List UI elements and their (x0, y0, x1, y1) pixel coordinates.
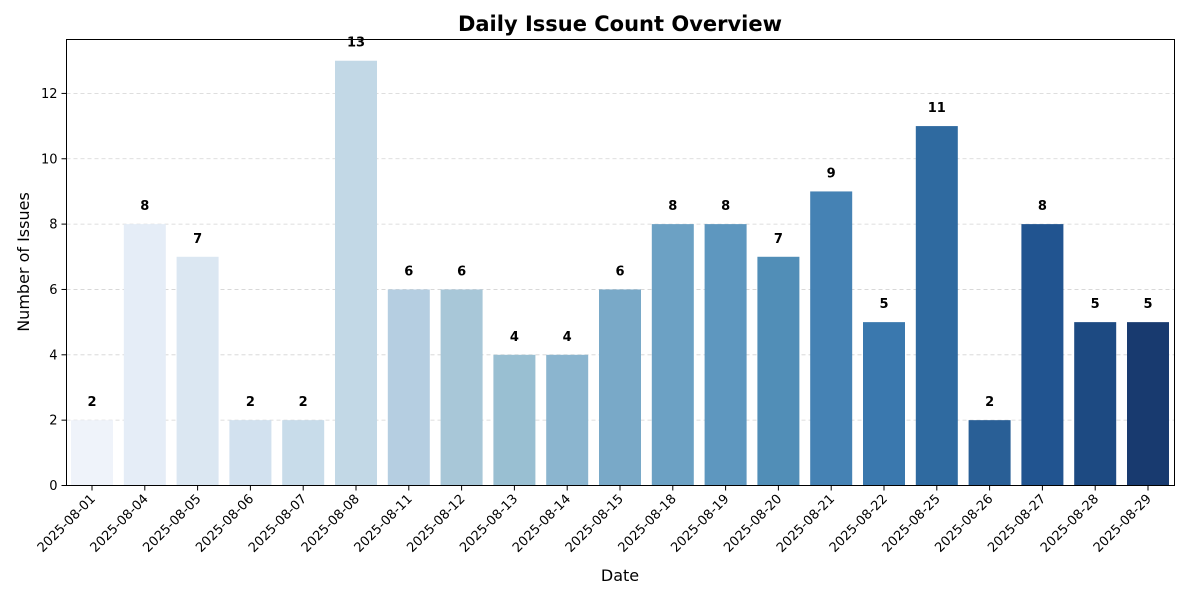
bar (757, 256, 800, 486)
bar-value-label: 6 (457, 264, 466, 279)
bar-value-label: 2 (246, 395, 255, 410)
bar (651, 224, 694, 486)
bar (440, 289, 483, 486)
bar (1074, 322, 1117, 486)
chart-title: Daily Issue Count Overview (458, 12, 782, 36)
bar-value-label: 4 (510, 330, 519, 345)
bar (1021, 224, 1064, 486)
y-tick-label: 10 (41, 152, 58, 167)
bar-value-label: 6 (404, 264, 413, 279)
bar (915, 126, 958, 486)
x-axis-label: Date (601, 566, 639, 585)
bar (863, 322, 905, 486)
bar-value-label: 7 (774, 232, 783, 247)
bar-value-label: 9 (827, 166, 836, 181)
bar (968, 420, 1011, 486)
bar (1127, 322, 1169, 486)
y-tick-label: 0 (49, 479, 57, 494)
y-axis-ticks: 0 2 4 6 8 10 12 (41, 87, 67, 494)
bar-value-label: 5 (1091, 297, 1100, 312)
y-tick-label: 2 (49, 414, 57, 429)
bar-value-label: 2 (985, 395, 994, 410)
bar (176, 256, 219, 486)
bar-value-label: 8 (668, 199, 677, 214)
bar-value-label: 11 (928, 101, 946, 116)
bar (599, 289, 641, 486)
bar-value-label: 8 (721, 199, 730, 214)
bar (387, 289, 430, 486)
bars (71, 60, 1169, 486)
y-axis-label: Number of Issues (14, 192, 33, 332)
bar-value-label: 5 (1143, 297, 1152, 312)
y-tick-label: 4 (49, 348, 57, 363)
y-tick-label: 12 (41, 87, 58, 102)
bar-value-label: 8 (140, 199, 149, 214)
bar (71, 420, 113, 486)
bar-value-label: 13 (347, 36, 365, 51)
bar-value-label: 7 (193, 232, 202, 247)
bar (335, 60, 377, 486)
x-axis-ticks: 2025-08-012025-08-042025-08-052025-08-06… (35, 485, 1155, 556)
y-tick-label: 8 (49, 218, 57, 233)
data-labels: 2 8 7 2 2 13 6 6 4 4 6 8 8 7 9 5 11 2 8 5 5 (87, 36, 1152, 410)
bar (282, 420, 325, 486)
bar (810, 191, 853, 486)
bar-value-label: 2 (299, 395, 308, 410)
bar (123, 224, 166, 486)
bar-value-label: 8 (1038, 199, 1047, 214)
bar-value-label: 5 (879, 297, 888, 312)
y-tick-label: 6 (49, 283, 57, 298)
bar (704, 224, 747, 486)
bar-value-label: 4 (563, 330, 572, 345)
bar-value-label: 6 (615, 264, 624, 279)
bar (493, 354, 536, 486)
bar-value-label: 2 (87, 395, 96, 410)
bar (546, 354, 589, 486)
bar (229, 420, 272, 486)
